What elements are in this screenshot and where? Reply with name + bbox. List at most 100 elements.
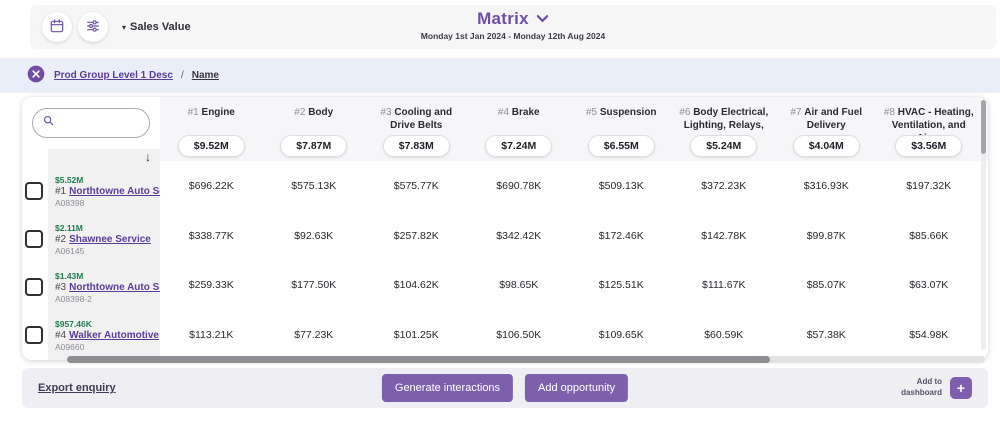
matrix-title-dropdown[interactable]: Matrix (30, 9, 996, 29)
matrix-cell[interactable]: $111.67K (702, 279, 746, 292)
matrix-cell[interactable]: $85.07K (806, 279, 846, 292)
column-name: Body (308, 107, 334, 118)
close-circle-icon (26, 64, 46, 87)
add-to-dashboard-label: Add to dashboard (901, 377, 942, 397)
add-to-dashboard-button[interactable]: + (950, 377, 972, 399)
breadcrumb-level1-link[interactable]: Prod Group Level 1 Desc (54, 70, 173, 81)
matrix-cell[interactable]: $372.23K (701, 179, 747, 192)
matrix-cell[interactable]: $142.78K (701, 229, 747, 242)
matrix-cell[interactable]: $338.77K (188, 229, 234, 242)
column-rank: #3 (380, 107, 392, 118)
column-total-pill[interactable]: $6.55M (587, 135, 655, 157)
vertical-scrollbar[interactable] (981, 100, 986, 350)
vertical-scrollbar-thumb[interactable] (981, 100, 986, 154)
matrix-cell[interactable]: $125.51K (598, 279, 644, 292)
generate-interactions-button[interactable]: Generate interactions (381, 374, 514, 402)
matrix-cell[interactable]: $63.07K (909, 279, 949, 292)
add-opportunity-button[interactable]: Add opportunity (525, 374, 629, 402)
column-rank: #2 (294, 107, 306, 118)
entity-link[interactable]: Walker Automotive (69, 329, 159, 341)
page-title: Matrix (477, 9, 529, 28)
matrix-cell[interactable]: $259.33K (188, 279, 234, 292)
matrix-cell[interactable]: $690.78K (496, 179, 542, 192)
column-total-pill[interactable]: $4.04M (792, 135, 860, 157)
column-header: #5 Suspension $6.55M (570, 97, 673, 161)
column-total-pill[interactable]: $7.83M (382, 135, 450, 157)
entity-rank: #3 (55, 281, 67, 293)
matrix-grid: $696.22K $575.13K $575.77K $690.78K $509… (160, 161, 980, 360)
sliders-icon (85, 18, 101, 37)
row-checkbox[interactable] (25, 182, 43, 200)
matrix-cell[interactable]: $106.50K (496, 329, 542, 342)
matrix-cell[interactable]: $113.21K (189, 329, 234, 342)
export-enquiry-link[interactable]: Export enquiry (38, 382, 116, 394)
column-total-pill[interactable]: $7.87M (280, 135, 348, 157)
row-checkbox[interactable] (25, 326, 43, 344)
column-total-pill[interactable]: $7.24M (485, 135, 553, 157)
grid-row: $338.77K $92.63K $257.82K $342.42K $172.… (160, 211, 980, 261)
entity-total: $1.43M (55, 270, 84, 281)
matrix-cell[interactable]: $575.77K (393, 179, 439, 192)
column-header: #6 Body Electrical, Lighting, Relays, an… (673, 97, 776, 161)
search-box[interactable] (32, 108, 150, 138)
matrix-cell[interactable]: $101.25K (393, 329, 439, 342)
row-checkbox[interactable] (25, 278, 43, 296)
column-rank: #4 (497, 107, 510, 118)
search-input[interactable] (60, 117, 140, 129)
entity-rank: #1 (55, 185, 67, 197)
matrix-cell[interactable]: $316.93K (803, 179, 849, 192)
matrix-cell[interactable]: $57.38K (806, 329, 846, 342)
column-name: Cooling and Drive Belts (390, 107, 453, 131)
matrix-cell[interactable]: $77.23K (294, 329, 334, 342)
breadcrumb-level2-link[interactable]: Name (191, 70, 219, 81)
column-name: Brake (511, 107, 540, 118)
entity-row: $1.43M #3 Northtowne Auto S… A08398-2 (22, 263, 160, 311)
top-toolbar: ▾ Sales Value Matrix Monday 1st Jan 2024… (30, 5, 996, 49)
calendar-button[interactable] (42, 12, 72, 42)
entity-total: $957.46K (55, 318, 92, 329)
matrix-cell[interactable]: $177.50K (291, 279, 337, 292)
matrix-cell[interactable]: $109.65K (598, 329, 644, 342)
matrix-cell[interactable]: $104.62K (393, 279, 439, 292)
footer-bar: Export enquiry Generate interactions Add… (22, 368, 988, 408)
caret-down-icon: ▾ (122, 22, 127, 32)
matrix-cell[interactable]: $92.63K (294, 229, 334, 242)
matrix-cell[interactable]: $257.82K (393, 229, 439, 242)
horizontal-scrollbar-thumb[interactable] (67, 356, 770, 363)
matrix-cell[interactable]: $99.87K (806, 229, 846, 242)
entity-total: $5.52M (55, 174, 84, 185)
entity-link[interactable]: Northtowne Auto Se… (69, 185, 160, 197)
matrix-cell[interactable]: $85.66K (909, 229, 949, 242)
matrix-cell[interactable]: $197.32K (906, 179, 952, 192)
column-header: #2 Body $7.87M (263, 97, 366, 161)
remove-filter-button[interactable] (26, 64, 46, 87)
column-header: #4 Brake $7.24M (468, 97, 571, 161)
horizontal-scrollbar[interactable] (67, 356, 985, 363)
matrix-grid-panel: #1 Engine $9.52M #2 Body $7.87M #3 Cooli… (160, 97, 988, 360)
matrix-cell[interactable]: $342.42K (496, 229, 542, 242)
column-header: #8 HVAC - Heating, Ventilation, and Air…… (878, 97, 981, 161)
entity-code: A09660 (55, 341, 85, 352)
matrix-cell[interactable]: $172.46K (598, 229, 644, 242)
metric-selector[interactable]: ▾ Sales Value (122, 21, 191, 33)
matrix-cell[interactable]: $575.13K (291, 179, 337, 192)
chevron-down-icon (536, 10, 549, 28)
entity-code: A08398 (55, 197, 85, 208)
column-total-pill[interactable]: $9.52M (177, 135, 245, 157)
plus-icon: + (956, 380, 966, 396)
column-total-pill[interactable]: $3.56M (895, 135, 963, 157)
calendar-icon (49, 18, 65, 37)
matrix-cell[interactable]: $60.59K (704, 329, 744, 342)
matrix-cell[interactable]: $696.22K (188, 179, 234, 192)
entity-link[interactable]: Shawnee Service (69, 233, 151, 245)
sort-descending-icon[interactable]: ↓ (145, 150, 151, 164)
column-header: #7 Air and Fuel Delivery $4.04M (775, 97, 878, 161)
matrix-cell[interactable]: $98.65K (499, 279, 539, 292)
row-checkbox[interactable] (25, 230, 43, 248)
filter-settings-button[interactable] (78, 12, 108, 42)
matrix-cell[interactable]: $54.98K (909, 329, 949, 342)
column-total-pill[interactable]: $5.24M (690, 135, 758, 157)
matrix-cell[interactable]: $509.13K (598, 179, 644, 192)
entity-link[interactable]: Northtowne Auto S… (69, 281, 160, 293)
